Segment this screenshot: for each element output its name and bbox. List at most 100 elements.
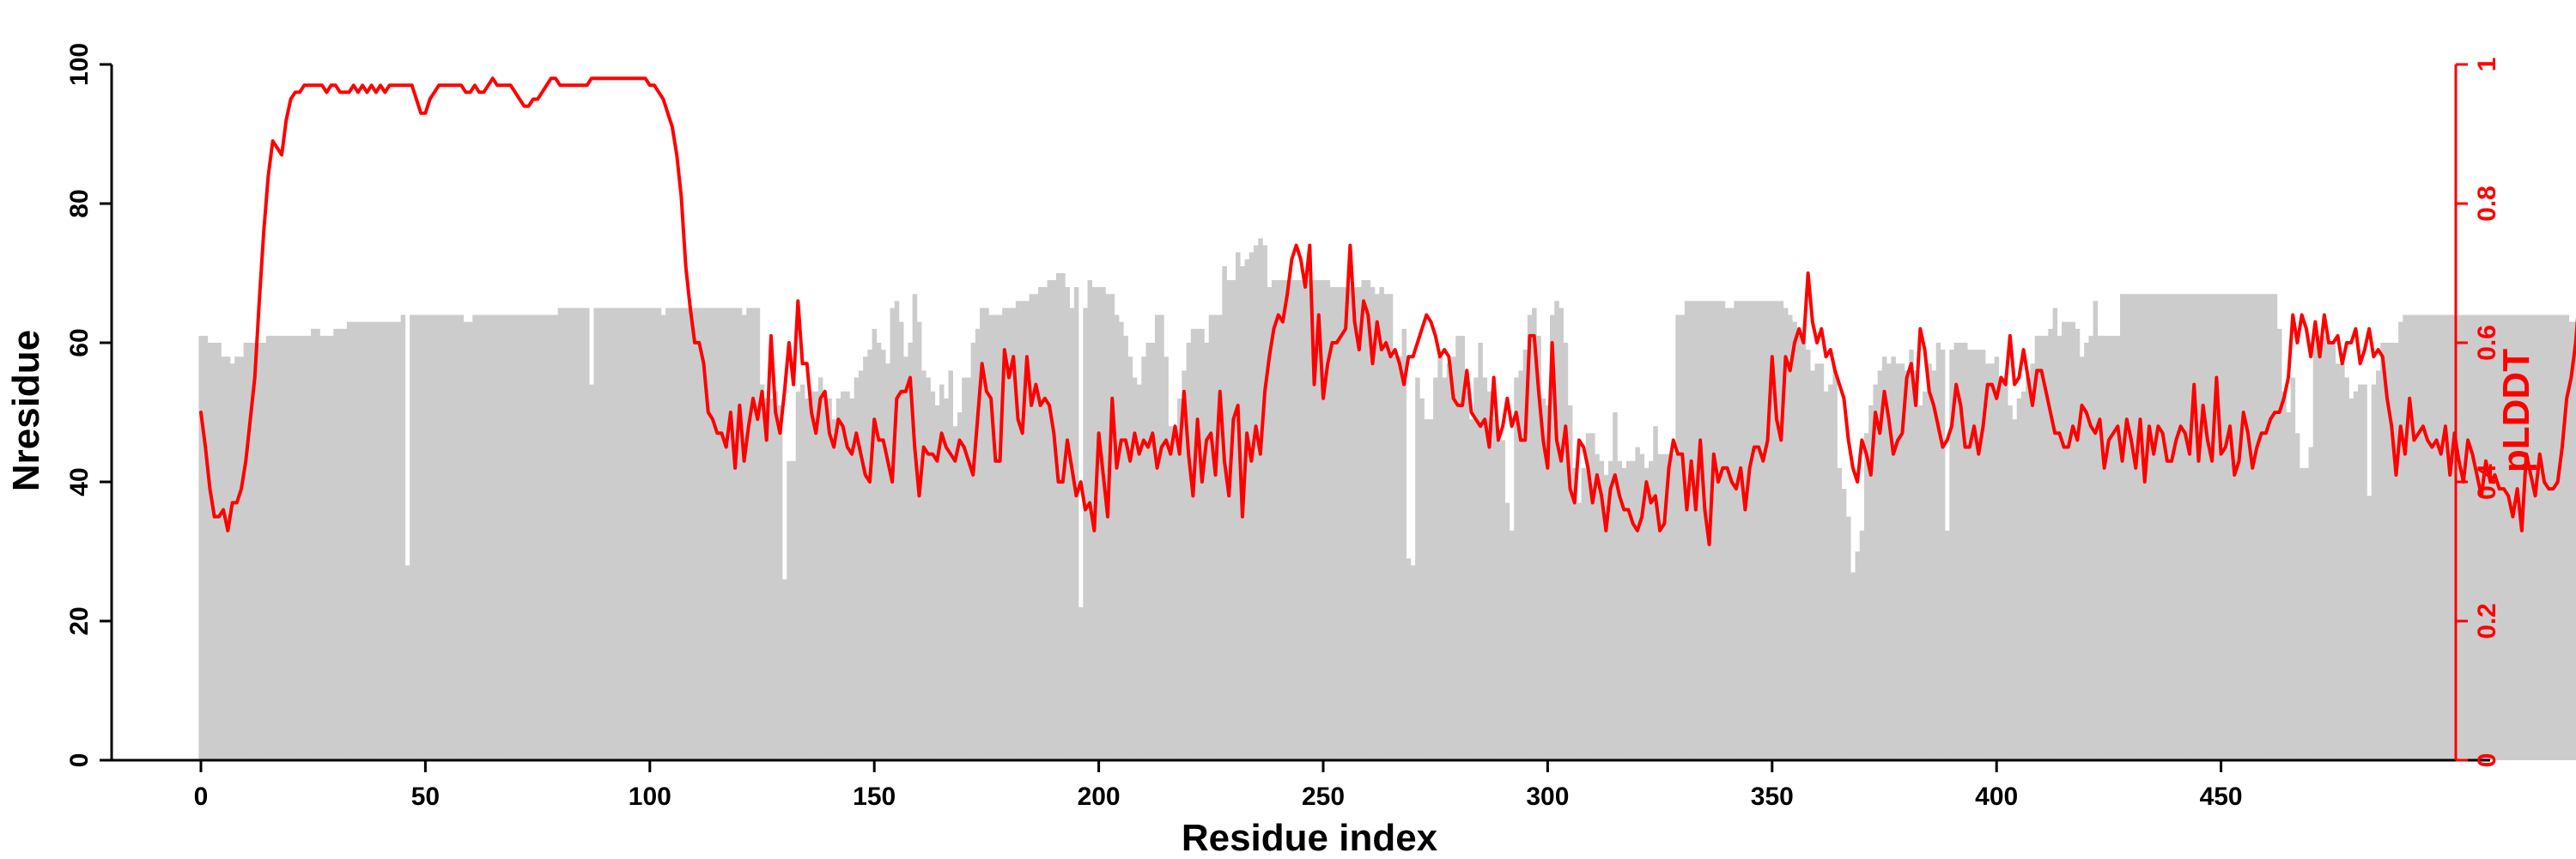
nresidue-bar xyxy=(1985,363,1990,760)
nresidue-bar xyxy=(2326,343,2331,760)
nresidue-bar xyxy=(737,308,743,760)
nresidue-bar xyxy=(454,314,459,761)
nresidue-bar xyxy=(805,398,810,760)
nresidue-bar xyxy=(1244,259,1250,760)
nresidue-bar xyxy=(2124,294,2129,760)
nresidue-bar xyxy=(1558,308,1564,760)
nresidue-bar xyxy=(275,335,280,760)
nresidue-bar xyxy=(629,308,635,760)
nresidue-bar xyxy=(1855,551,1861,760)
nresidue-bar xyxy=(1410,565,1416,760)
nresidue-bar xyxy=(2232,294,2238,760)
bars-layer xyxy=(198,238,2576,761)
nresidue-bar xyxy=(1752,301,1757,760)
nresidue-bar xyxy=(1024,301,1030,760)
nresidue-bar xyxy=(1945,530,1950,760)
plddt-line-layer xyxy=(199,76,2576,546)
nresidue-bar xyxy=(1379,287,1384,760)
nresidue-bar xyxy=(2160,294,2166,760)
nresidue-bar xyxy=(2102,335,2107,760)
nresidue-bar xyxy=(1796,335,1802,760)
nresidue-bar xyxy=(1585,433,1591,760)
nresidue-bar xyxy=(2008,405,2013,760)
nresidue-bar xyxy=(2084,343,2089,760)
nresidue-bar xyxy=(333,328,338,760)
nresidue-bar xyxy=(203,335,209,760)
nresidue-bar xyxy=(926,377,931,760)
nresidue-bar xyxy=(773,391,779,760)
nresidue-bar xyxy=(400,314,406,761)
y-right-tick-label: 0.2 xyxy=(2473,603,2501,639)
nresidue-bar xyxy=(638,308,644,760)
nresidue-bar xyxy=(2155,294,2161,760)
nresidue-bar xyxy=(1846,516,1851,760)
nresidue-bar xyxy=(2250,294,2256,760)
nresidue-bar xyxy=(2385,343,2390,760)
nresidue-bar xyxy=(1168,426,1174,760)
nresidue-bar xyxy=(759,384,765,760)
nresidue-bar xyxy=(1702,301,1708,760)
nresidue-bar xyxy=(1806,350,1811,760)
nresidue-bar xyxy=(369,321,374,760)
nresidue-bar xyxy=(799,384,805,760)
nresidue-bar xyxy=(422,314,428,761)
nresidue-bar xyxy=(2119,294,2125,760)
nresidue-bar xyxy=(1347,287,1353,760)
nresidue-bar xyxy=(782,579,787,760)
nresidue-bar xyxy=(1262,245,1267,761)
nresidue-bar xyxy=(634,308,640,760)
nresidue-bar xyxy=(1577,503,1582,760)
nresidue-bar xyxy=(1419,398,1425,760)
nresidue-bar xyxy=(795,391,801,760)
nresidue-bar xyxy=(678,308,684,760)
nresidue-bar xyxy=(750,308,756,760)
nresidue-bar xyxy=(513,314,518,761)
nresidue-bar xyxy=(674,308,680,760)
nresidue-bar xyxy=(872,328,878,760)
y-left-tick-label: 100 xyxy=(65,43,94,86)
nresidue-bar xyxy=(1509,530,1515,760)
nresidue-bar xyxy=(1671,454,1676,760)
nresidue-bar xyxy=(1492,419,1497,760)
nresidue-bar xyxy=(831,419,837,760)
nresidue-bar xyxy=(1500,440,1506,760)
nresidue-bar xyxy=(1208,314,1214,761)
nresidue-bar xyxy=(2474,314,2480,761)
nresidue-bar xyxy=(2568,321,2574,760)
nresidue-bar xyxy=(1550,314,1555,761)
nresidue-bar xyxy=(2340,363,2345,760)
nresidue-bar xyxy=(898,321,904,760)
nresidue-bar xyxy=(787,460,792,760)
nresidue-bar xyxy=(1868,405,1874,760)
nresidue-bar xyxy=(1298,280,1303,761)
nresidue-bar xyxy=(1154,314,1160,761)
nresidue-bar xyxy=(1177,398,1182,760)
nresidue-bar xyxy=(396,321,401,760)
nresidue-bar xyxy=(809,391,814,760)
nresidue-bar xyxy=(2147,294,2152,760)
nresidue-bar xyxy=(418,314,424,761)
nresidue-bar xyxy=(1863,433,1869,760)
nresidue-bar xyxy=(2003,377,2008,760)
nresidue-bar xyxy=(1029,294,1035,760)
nresidue-bar xyxy=(764,398,769,760)
nresidue-bar xyxy=(660,314,666,761)
x-tick-label: 200 xyxy=(1078,783,1121,811)
nresidue-bar xyxy=(2546,314,2552,761)
nresidue-bar xyxy=(1033,294,1039,760)
nresidue-bar xyxy=(2318,335,2323,760)
nresidue-bar xyxy=(2439,314,2444,761)
nresidue-bar xyxy=(1236,252,1241,760)
x-tick-label: 50 xyxy=(411,783,440,811)
nresidue-bar xyxy=(1680,314,1686,761)
nresidue-bar xyxy=(1729,308,1735,760)
nresidue-bar xyxy=(835,398,841,760)
y-right-tick-label: 0 xyxy=(2473,753,2501,768)
nresidue-bar xyxy=(2537,314,2543,761)
nresidue-bar xyxy=(1249,252,1255,760)
nresidue-bar xyxy=(355,321,361,760)
nresidue-bar xyxy=(2093,301,2099,760)
nresidue-bar xyxy=(849,398,854,760)
nresidue-bar xyxy=(239,356,244,760)
nresidue-bar xyxy=(817,377,823,760)
